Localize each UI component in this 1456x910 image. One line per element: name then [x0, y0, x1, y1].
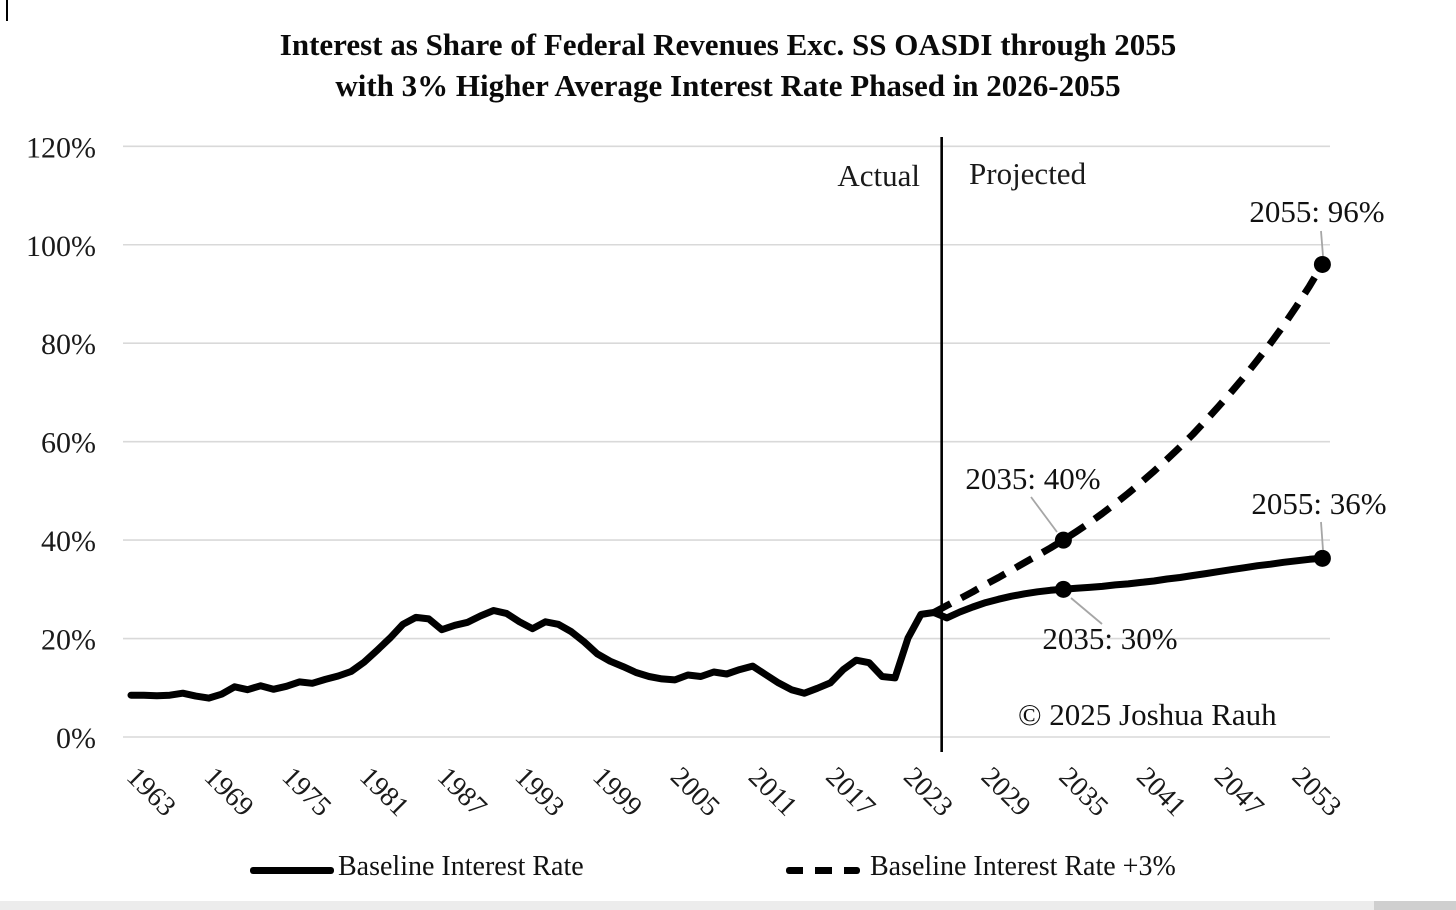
- y-tick-label-120: 120%: [26, 131, 96, 164]
- legend-label-baseline-plus3: Baseline Interest Rate +3%: [870, 851, 1176, 882]
- y-tick-label-40: 40%: [41, 525, 96, 558]
- chart-title-line1: Interest as Share of Federal Revenues Ex…: [279, 27, 1177, 62]
- copyright-text: © 2025 Joshua Rauh: [1018, 697, 1277, 732]
- x-tick-label-2011: 2011: [742, 762, 803, 823]
- marker-dot-2055-baseline: [1313, 549, 1331, 567]
- annotation-leader-line-0: [1320, 230, 1324, 257]
- x-tick-label-2053: 2053: [1286, 761, 1348, 823]
- x-tick-label-2047: 2047: [1208, 761, 1270, 823]
- legend-dashed-line-icon: [786, 867, 860, 874]
- series-line-plus3: [932, 262, 1326, 616]
- y-tick-label-80: 80%: [41, 328, 96, 361]
- x-tick-label-1987: 1987: [431, 761, 493, 823]
- annotation-leader-line-2: [1320, 521, 1324, 551]
- x-tick-label-2023: 2023: [897, 761, 959, 823]
- x-tick-label-1969: 1969: [198, 761, 260, 823]
- annotation-label-0: 2055: 96%: [1249, 194, 1384, 229]
- y-tick-label-100: 100%: [26, 230, 96, 263]
- legend-label-baseline: Baseline Interest Rate: [338, 851, 584, 882]
- x-tick-label-1975: 1975: [276, 761, 338, 823]
- x-tick-label-2041: 2041: [1130, 761, 1192, 823]
- x-tick-label-1999: 1999: [586, 761, 648, 823]
- marker-dot-2055-plus3: [1313, 255, 1331, 273]
- annotation-label-1: 2035: 40%: [965, 461, 1100, 496]
- x-tick-label-1981: 1981: [353, 761, 415, 823]
- chart-title: Interest as Share of Federal Revenues Ex…: [0, 24, 1456, 106]
- annotation-label-3: 2035: 30%: [1042, 621, 1177, 656]
- horizontal-scrollbar-thumb[interactable]: [1374, 901, 1456, 910]
- annotation-leader-line-1: [1030, 496, 1058, 533]
- annotation-label-2: 2055: 36%: [1251, 486, 1386, 521]
- legend-solid-line-icon: [250, 867, 334, 874]
- chart-legend: Baseline Interest Rate Baseline Interest…: [0, 848, 1456, 892]
- x-tick-label-2017: 2017: [820, 761, 882, 823]
- marker-dot-2035-baseline: [1054, 580, 1072, 598]
- x-tick-label-1993: 1993: [509, 761, 571, 823]
- y-tick-label-0: 0%: [56, 722, 96, 755]
- chart-title-line2: with 3% Higher Average Interest Rate Pha…: [335, 68, 1121, 103]
- x-tick-label-2029: 2029: [975, 761, 1037, 823]
- horizontal-scrollbar-track: [0, 901, 1456, 910]
- marker-dot-2035-plus3: [1054, 531, 1072, 549]
- x-tick-label-2005: 2005: [664, 761, 726, 823]
- series-line-baseline: [127, 554, 1326, 702]
- region-label-projected: Projected: [969, 156, 1087, 191]
- annotation-leader-line-3: [1070, 597, 1103, 625]
- text-cursor-artifact: [6, 0, 8, 21]
- region-label-actual: Actual: [837, 158, 920, 193]
- y-tick-label-20: 20%: [41, 624, 96, 657]
- x-tick-label-2035: 2035: [1053, 761, 1115, 823]
- x-tick-label-1963: 1963: [120, 761, 182, 823]
- y-tick-label-60: 60%: [41, 427, 96, 460]
